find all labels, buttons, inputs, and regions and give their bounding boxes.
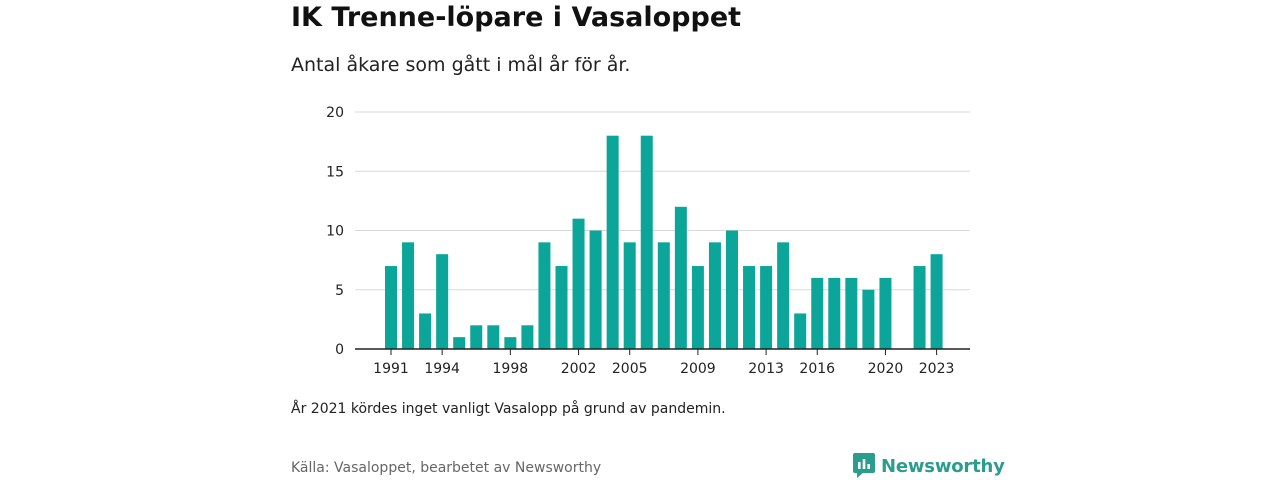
bar (538, 242, 551, 349)
x-tick-label: 2005 (612, 361, 648, 377)
bar (572, 218, 585, 349)
bar (453, 337, 466, 349)
bar (606, 135, 619, 349)
bar (862, 289, 875, 349)
bar (521, 325, 534, 349)
bar (589, 230, 602, 349)
bar (811, 277, 824, 349)
bar (555, 266, 568, 349)
x-tick-label: 1998 (493, 361, 529, 377)
bar (657, 242, 670, 349)
bar-chart: 0 5 10 15 20 1991 1994 1998 2002 2005 2009 2013 2016… (326, 105, 970, 377)
bar (777, 242, 790, 349)
bar (708, 242, 721, 349)
brand-logo[interactable]: Newsworthy (853, 453, 1005, 479)
bar (760, 266, 773, 349)
x-tick-label: 2009 (680, 361, 716, 377)
source-text: Källa: Vasaloppet, bearbetet av Newswort… (291, 460, 602, 476)
x-tick-label: 2013 (748, 361, 784, 377)
bars (385, 135, 943, 349)
x-tick-label: 1991 (373, 361, 409, 377)
y-tick-label: 15 (326, 164, 344, 180)
bar (674, 206, 687, 349)
y-tick-label: 5 (335, 283, 344, 299)
bar (879, 277, 892, 349)
y-tick-label: 10 (326, 224, 344, 240)
bar (470, 325, 483, 349)
chart-card: IK Trenne-löpare i Vasaloppet Antal åkar… (291, 0, 1005, 480)
footnote: År 2021 kördes inget vanligt Vasalopp på… (291, 401, 726, 417)
x-tick-label: 2002 (561, 361, 597, 377)
y-tick-label: 20 (326, 105, 344, 121)
axes: 0 5 10 15 20 1991 1994 1998 2002 2005 2009 2013 2016… (326, 105, 970, 377)
bar (623, 242, 636, 349)
bar (419, 313, 432, 349)
bar (487, 325, 500, 349)
x-tick-label: 2016 (799, 361, 835, 377)
chart-title: IK Trenne-löpare i Vasaloppet (291, 2, 742, 33)
bar (913, 266, 926, 349)
bar (743, 266, 756, 349)
bar (640, 135, 653, 349)
bar (726, 230, 738, 349)
bar (828, 277, 841, 349)
bar (504, 337, 517, 349)
brand-name: Newsworthy (881, 455, 1005, 477)
chart-subtitle: Antal åkare som gått i mål år för år. (291, 54, 631, 76)
bar (794, 313, 807, 349)
newsworthy-logo-icon (853, 453, 875, 478)
x-tick-label: 2023 (919, 361, 955, 377)
bar (691, 266, 704, 349)
y-tick-label: 0 (335, 342, 344, 358)
bar (845, 277, 858, 349)
x-tick-label: 2020 (868, 361, 904, 377)
bar (385, 266, 397, 349)
x-tick-label: 1994 (424, 361, 460, 377)
bar (930, 254, 943, 349)
bar (436, 254, 449, 349)
bar (402, 242, 415, 349)
